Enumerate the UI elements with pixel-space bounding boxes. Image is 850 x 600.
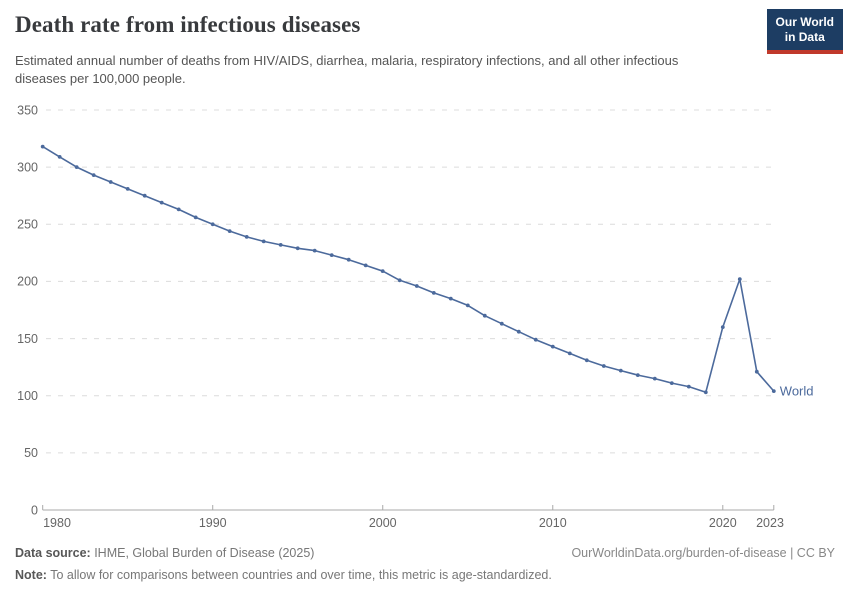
x-tick-label: 2000 — [369, 516, 397, 530]
y-tick-label: 150 — [17, 332, 38, 346]
chart-subtitle: Estimated annual number of deaths from H… — [15, 53, 679, 86]
gridlines — [46, 109, 774, 454]
note-text: To allow for comparisons between countri… — [46, 568, 552, 582]
x-tick-label: 2020 — [709, 516, 737, 530]
data-line-world — [41, 145, 775, 394]
note-label: Note: — [15, 568, 47, 582]
entity-label-world: World — [780, 383, 814, 398]
x-tick-label: 1990 — [199, 516, 227, 530]
owid-url-link[interactable]: OurWorldinData.org/burden-of-disease | C… — [571, 546, 835, 560]
y-tick-label: 300 — [17, 160, 38, 174]
y-tick-label: 200 — [17, 275, 38, 289]
chart-footer: Data source: IHME, Global Burden of Dise… — [15, 546, 835, 560]
owid-logo-line1: Our World — [775, 15, 834, 29]
data-source: Data source: IHME, Global Burden of Dise… — [15, 546, 314, 560]
x-tick-label: 1980 — [43, 516, 71, 530]
y-tick-label: 50 — [24, 446, 38, 460]
data-source-label: Data source: — [15, 546, 91, 560]
y-tick-label: 0 — [31, 503, 38, 517]
data-points — [40, 144, 776, 395]
y-tick-label: 100 — [17, 389, 38, 403]
y-tick-label: 350 — [17, 103, 38, 117]
y-tick-label: 250 — [17, 218, 38, 232]
owid-logo[interactable]: Our World in Data — [766, 9, 843, 54]
data-source-text: IHME, Global Burden of Disease (2025) — [90, 546, 315, 560]
x-axis: 1980 1990 2000 2010 2020 2023 — [42, 505, 784, 530]
y-axis-labels: 0 50 100 150 200 250 300 350 — [17, 103, 38, 517]
page-title: Death rate from infectious diseases — [15, 12, 361, 37]
chart-note: Note: To allow for comparisons between c… — [15, 568, 552, 582]
x-tick-label: 2023 — [756, 516, 784, 530]
x-tick-label: 2010 — [539, 516, 567, 530]
owid-logo-line2: in Data — [784, 30, 825, 44]
